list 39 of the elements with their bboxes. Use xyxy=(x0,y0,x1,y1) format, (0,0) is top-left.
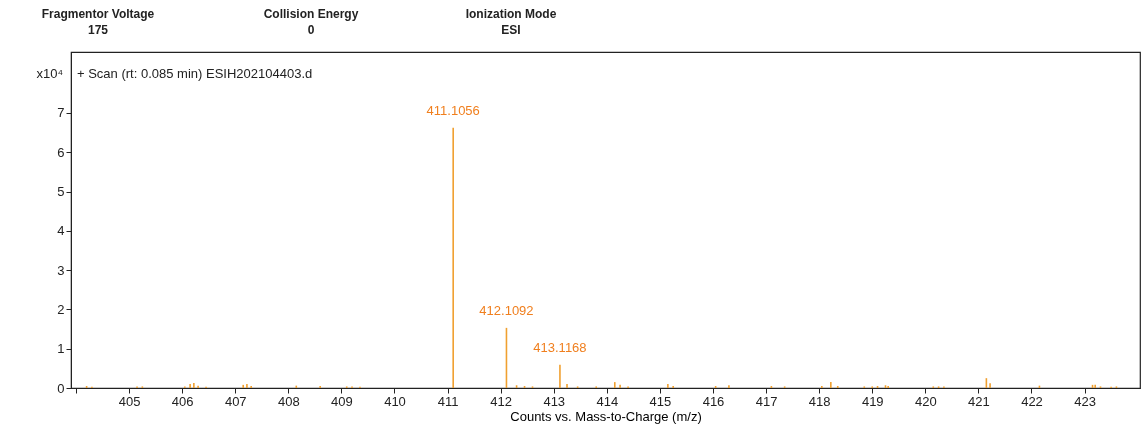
annotation: 413.1168 xyxy=(533,339,587,355)
y-axis-title: x10⁴ xyxy=(36,66,63,81)
x-axis-title: Counts vs. Mass-to-Charge (m/z) xyxy=(510,408,702,424)
x-tick-label: 405 xyxy=(118,393,141,409)
x-tick-label: 419 xyxy=(861,393,884,409)
text: Ionization Mode xyxy=(465,7,557,21)
y-tick-label: 5 xyxy=(57,184,65,200)
y-tick-label: 0 xyxy=(57,380,65,396)
x-tick-label: 406 xyxy=(171,393,194,409)
x-tick-label: 417 xyxy=(755,393,778,409)
text: Collision Energy xyxy=(263,7,359,21)
x-tick-label: 418 xyxy=(808,393,831,409)
y-tick-label: 7 xyxy=(57,105,65,121)
text: 0 xyxy=(307,23,315,37)
x-tick-label: 413 xyxy=(543,393,566,409)
x-tick-label: 420 xyxy=(914,393,937,409)
annotation: 411.1056 xyxy=(426,102,480,118)
text: ESI xyxy=(501,23,521,37)
x-tick-label: 422 xyxy=(1021,393,1043,409)
y-tick-label: 4 xyxy=(57,223,65,239)
y-tick-label: 3 xyxy=(57,262,65,278)
x-tick-label: 412 xyxy=(490,393,513,409)
x-tick-label: 411 xyxy=(437,393,459,409)
x-tick-label: 423 xyxy=(1074,393,1096,409)
x-tick-label: 414 xyxy=(596,393,619,409)
y-tick-label: 6 xyxy=(57,144,65,160)
x-tick-label: 410 xyxy=(384,393,406,409)
x-tick-label: 421 xyxy=(968,393,990,409)
x-tick-label: 407 xyxy=(224,393,247,409)
text: + Scan (rt: 0.085 min) ESIH202104403.d xyxy=(77,66,313,81)
y-tick-label: 1 xyxy=(57,341,65,357)
text: 175 xyxy=(87,23,109,37)
x-tick-label: 409 xyxy=(331,393,353,409)
x-tick-label: 408 xyxy=(277,393,300,409)
y-tick-label: 2 xyxy=(57,301,65,317)
annotation: 412.1092 xyxy=(479,302,534,318)
x-tick-label: 416 xyxy=(702,393,725,409)
text: Fragmentor Voltage xyxy=(41,7,155,21)
x-tick-label: 415 xyxy=(649,393,672,409)
